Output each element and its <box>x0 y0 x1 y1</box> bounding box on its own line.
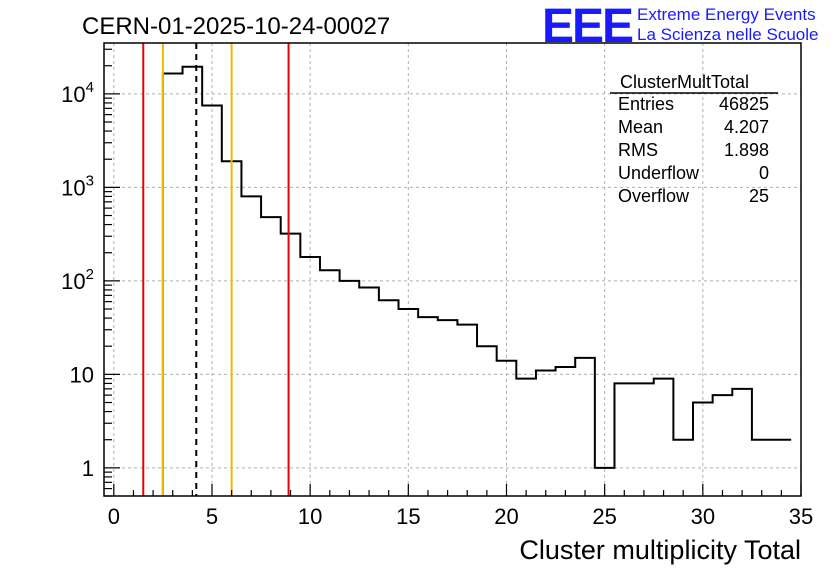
stats-label: Overflow <box>618 186 690 206</box>
grid-lines <box>104 43 802 496</box>
y-tick-label: 10 <box>70 362 94 387</box>
x-tick-label: 15 <box>396 504 420 529</box>
stats-value: 46825 <box>719 94 769 114</box>
marker-lines <box>142 43 290 496</box>
x-tick-label: 30 <box>691 504 715 529</box>
x-tick-label: 25 <box>592 504 616 529</box>
stats-box: ClusterMultTotal Entries 46825 Mean 4.207 RM… <box>610 72 778 206</box>
stats-value: 4.207 <box>724 117 769 137</box>
stats-label: Mean <box>618 117 663 137</box>
y-tick-label: 102 <box>61 266 94 294</box>
y-tick-label: 103 <box>61 172 94 200</box>
eee-logo: EEE Extreme Energy Events La Scienza nel… <box>542 0 818 53</box>
logo-line-2: La Scienza nelle Scuole <box>637 25 818 44</box>
axes: 0 5 10 15 20 25 30 35 1 10 102 103 104 <box>61 48 813 529</box>
histogram-outline <box>161 65 792 496</box>
x-tick-label: 0 <box>108 504 120 529</box>
stats-label: Entries <box>618 94 674 114</box>
x-tick-label: 35 <box>789 504 813 529</box>
x-tick-label: 10 <box>298 504 322 529</box>
stats-value: 1.898 <box>724 140 769 160</box>
x-tick-label: 20 <box>494 504 518 529</box>
x-axis-title: Cluster multiplicity Total <box>519 535 801 565</box>
plot-frame <box>103 42 802 497</box>
stats-value: 25 <box>749 186 769 206</box>
chart-title: CERN-01-2025-10-24-00027 <box>82 13 390 40</box>
stats-label: RMS <box>618 140 658 160</box>
y-tick-label: 104 <box>61 79 94 107</box>
y-tick-label: 1 <box>82 456 94 481</box>
stats-name: ClusterMultTotal <box>620 72 749 92</box>
logo-mark: EEE <box>542 0 633 53</box>
x-tick-label: 5 <box>206 504 218 529</box>
histogram-layer <box>161 65 792 496</box>
stats-label: Underflow <box>618 163 700 183</box>
logo-line-1: Extreme Energy Events <box>637 5 816 24</box>
stats-value: 0 <box>759 163 769 183</box>
